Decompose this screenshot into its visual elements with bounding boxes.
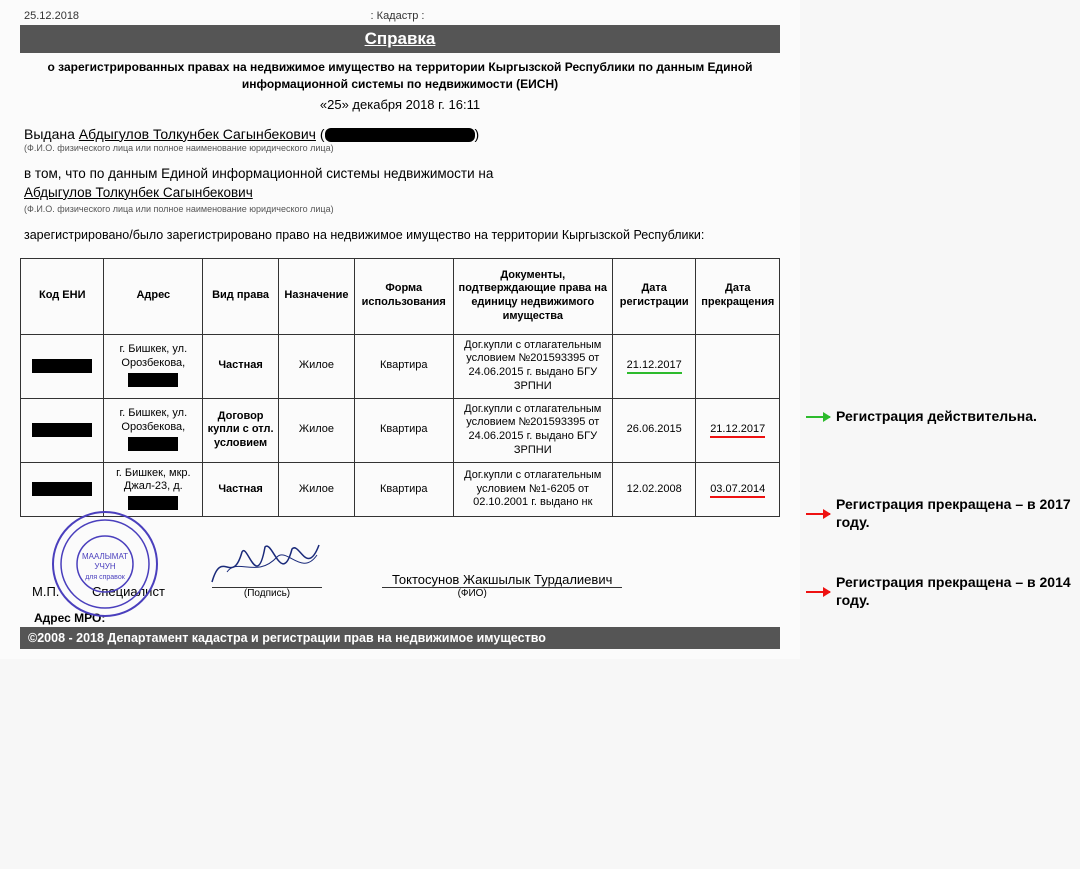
fio-label: (ФИО) <box>322 588 622 599</box>
registered-line: зарегистрировано/было зарегистрировано п… <box>20 214 780 252</box>
annotation: Регистрация прекращена – в 2017 году. <box>806 496 1076 531</box>
rights-table: Код ЕНИАдресВид праваНазначениеФорма исп… <box>20 258 780 518</box>
redacted-block <box>128 437 178 451</box>
table-header: Документы, подтверждающие права на едини… <box>453 258 612 334</box>
table-header: Код ЕНИ <box>21 258 104 334</box>
table-row: г. Бишкек, ул. Орозбекова,Договор купли … <box>21 398 780 462</box>
table-header: Назначение <box>279 258 355 334</box>
redacted-block <box>32 423 92 437</box>
table-header: Вид права <box>203 258 279 334</box>
subtitle: о зарегистрированных правах на недвижимо… <box>20 53 780 93</box>
redacted-block <box>325 128 475 142</box>
table-header: Форма использования <box>354 258 453 334</box>
svg-text:для справок: для справок <box>85 574 126 581</box>
table-header: Адрес <box>104 258 203 334</box>
body-hint: (Ф.И.О. физического лица или полное наим… <box>20 203 780 214</box>
table-row: г. Бишкек, ул. Орозбекова,ЧастнаяЖилоеКв… <box>21 334 780 398</box>
banner-title: Справка <box>20 25 780 53</box>
annotation-text: Регистрация прекращена – в 2014 году. <box>836 574 1076 609</box>
mp-label: М.П. <box>32 584 92 599</box>
issued-hint: (Ф.И.О. физического лица или полное наим… <box>20 142 780 153</box>
annotation: Регистрация прекращена – в 2014 году. <box>806 574 1076 609</box>
body-person: Абдыгулов Толкунбек Сагынбекович <box>24 185 253 200</box>
annotations-column: Регистрация действительна. Регистрация пр… <box>800 0 1076 659</box>
body-text: в том, что по данным Единой информационн… <box>20 153 780 203</box>
signature-block: МААЛЫМАТ УЧУН для справок М.П. Специалис… <box>20 517 780 607</box>
signature-area <box>212 557 322 588</box>
redacted-block <box>32 359 92 373</box>
arrow-icon <box>806 513 830 515</box>
svg-text:МААЛЫМАТ: МААЛЫМАТ <box>82 552 128 561</box>
svg-text:УЧУН: УЧУН <box>94 562 115 571</box>
addr-mro: Адрес МРО: <box>20 607 780 627</box>
redacted-block <box>32 482 92 496</box>
table-row: г. Бишкек, мкр. Джал-23, д.ЧастнаяЖилоеК… <box>21 462 780 517</box>
footer-bar: ©2008 - 2018 Департамент кадастра и реги… <box>20 627 780 649</box>
redacted-block <box>128 496 178 510</box>
annotation-text: Регистрация прекращена – в 2017 году. <box>836 496 1076 531</box>
table-header: Дата регистрации <box>612 258 695 334</box>
document-page: 25.12.2018 : Кадастр : Справка о зарегис… <box>0 0 800 659</box>
specialist-label: Специалист <box>92 584 212 599</box>
signature-scribble-icon <box>207 537 327 592</box>
top-meta: 25.12.2018 : Кадастр : <box>20 10 780 25</box>
issued-line: Выдана Абдыгулов Толкунбек Сагынбекович … <box>20 118 780 142</box>
arrow-icon <box>806 591 830 593</box>
issued-person: Абдыгулов Толкунбек Сагынбекович <box>79 126 316 142</box>
annotation-text: Регистрация действительна. <box>836 408 1037 426</box>
redacted-block <box>128 373 178 387</box>
signer-name: Токтосунов Жакшылык Турдалиевич <box>382 572 622 588</box>
top-center: : Кадастр : <box>371 10 425 22</box>
table-header: Дата прекращения <box>696 258 780 334</box>
annotation: Регистрация действительна. <box>806 408 1037 426</box>
date-left: 25.12.2018 <box>24 10 79 22</box>
stamp-icon: МААЛЫМАТ УЧУН для справок <box>50 509 160 619</box>
doc-datetime: «25» декабря 2018 г. 16:11 <box>20 93 780 118</box>
arrow-icon <box>806 416 830 418</box>
